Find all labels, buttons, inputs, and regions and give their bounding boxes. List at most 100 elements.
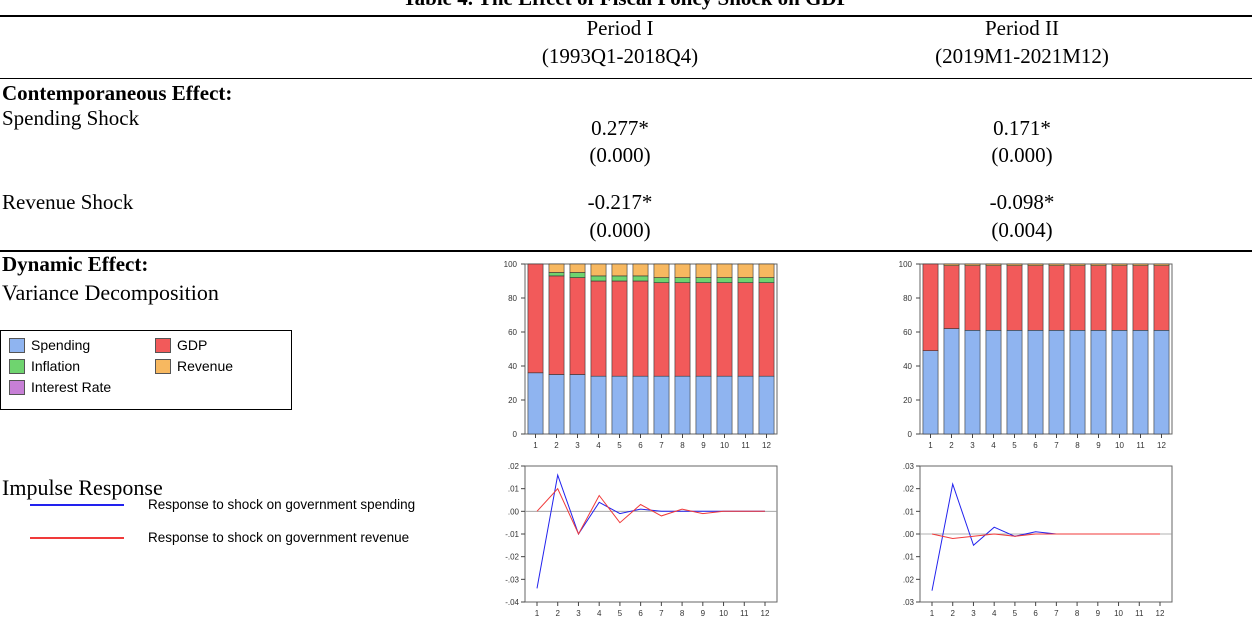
contemporaneous-heading: Contemporaneous Effect:: [2, 81, 233, 105]
bar-segment-gdp: [653, 282, 670, 377]
x-tick-label: 7: [1054, 609, 1059, 618]
bar-segment-spending: [716, 375, 733, 435]
x-tick-label: 2: [949, 441, 954, 450]
bar-segment-spending: [1027, 330, 1044, 435]
bar-segment-spending: [1132, 330, 1149, 435]
y-tick-label: .01: [508, 485, 520, 494]
plot-frame: [524, 263, 778, 435]
x-tick-label: 12: [762, 441, 771, 450]
ir-chart-period2: .03.02.01.00.01.02.031 2 3 4 5 6 7 8 9 10 11 12: [903, 462, 1173, 618]
ir-legend-label-revenue: Response to shock on government revenue: [148, 530, 410, 545]
bar-segment-revenue: [716, 263, 733, 278]
bar-segment-spending: [569, 374, 586, 435]
ir-legend-spending: Response to shock on government spending: [30, 497, 415, 512]
y-tick-label: -.01: [505, 530, 519, 539]
p2-revenue-coef: -0.098*: [989, 190, 1055, 214]
line-spending-response: [536, 473, 765, 589]
p1-revenue-pvalue: (0.000): [589, 218, 651, 242]
bar-segment-gdp: [716, 282, 733, 377]
legend-label-inflation: Inflation: [31, 358, 81, 374]
legend-label-spending: Spending: [31, 337, 91, 353]
bar-segment-revenue: [611, 263, 628, 277]
ir-legend-line-spending: [30, 503, 124, 506]
spending-shock-label: Spending Shock: [2, 106, 140, 130]
bar-segment-gdp: [527, 263, 544, 374]
y-tick-label: .03: [903, 598, 915, 607]
x-tick-label: 1: [930, 609, 935, 618]
bar-segment-spending: [1153, 330, 1170, 435]
bar-segment-revenue: [964, 263, 981, 266]
x-tick-label: 8: [680, 609, 685, 618]
x-tick-label: 5: [1013, 609, 1018, 618]
bar-segment-inflation: [611, 275, 628, 282]
x-tick-label: 10: [720, 441, 729, 450]
legend-item-interest-rate: Interest Rate: [9, 379, 111, 395]
dynamic-heading: Dynamic Effect:: [2, 252, 149, 276]
bar-segment-spending: [632, 375, 649, 435]
bar-segment-gdp: [758, 282, 775, 377]
bar-segment-inflation: [674, 277, 691, 284]
x-tick-label: 6: [1033, 609, 1038, 618]
bar-segment-revenue: [674, 263, 691, 278]
bar-segment-revenue: [985, 263, 1002, 266]
x-tick-label: 7: [659, 609, 664, 618]
bar-segment-spending: [1111, 330, 1128, 435]
legend-item-revenue: Revenue: [155, 358, 233, 374]
bar-segment-revenue: [943, 263, 960, 266]
period1-range: (1993Q1-2018Q4): [541, 44, 699, 68]
x-tick-label: 12: [761, 609, 770, 618]
x-tick-label: 10: [1114, 609, 1123, 618]
bar-segment-gdp: [985, 265, 1002, 331]
p1-revenue-coef: -0.217*: [587, 190, 653, 214]
p2-spending-coef: 0.171*: [993, 116, 1051, 140]
header-rule: [0, 78, 1252, 79]
x-tick-label: 11: [1135, 609, 1144, 618]
bar-segment-revenue: [653, 263, 670, 278]
y-tick-label: 80: [903, 294, 912, 303]
y-tick-label: 0: [513, 430, 518, 439]
bar-segment-revenue: [569, 263, 586, 273]
ir-label: Impulse Response: [2, 475, 163, 500]
top-rule: [0, 15, 1252, 17]
ir-legend-revenue: Response to shock on government revenue: [30, 530, 409, 545]
legend-label-interest-rate: Interest Rate: [31, 379, 112, 395]
bar-segment-spending: [1090, 330, 1107, 435]
y-tick-label: .02: [903, 485, 915, 494]
x-tick-label: 11: [740, 609, 749, 618]
bar-segment-spending: [590, 375, 607, 435]
bar-segment-spending: [985, 330, 1002, 435]
bar-segment-gdp: [737, 282, 754, 377]
y-tick-label: -.04: [505, 598, 519, 607]
x-tick-label: 6: [638, 441, 643, 450]
bar-segment-gdp: [1027, 265, 1044, 331]
y-tick-label: .02: [508, 462, 520, 471]
bar-segment-spending: [943, 328, 960, 435]
y-tick-label: .01: [903, 507, 915, 516]
bar-segment-gdp: [590, 280, 607, 377]
x-tick-label: 3: [576, 609, 581, 618]
section-rule: [0, 250, 1252, 252]
revenue-shock-label: Revenue Shock: [2, 190, 134, 214]
x-tick-label: 3: [971, 609, 976, 618]
legend-item-spending: Spending: [9, 337, 90, 353]
x-tick-label: 7: [1054, 441, 1059, 450]
x-tick-label: 9: [701, 609, 706, 618]
bar-segment-gdp: [943, 265, 960, 329]
x-tick-label: 9: [701, 441, 706, 450]
bar-segment-revenue: [590, 263, 607, 277]
bar-segment-spending: [653, 375, 670, 435]
bar-segment-spending: [1048, 330, 1065, 435]
x-tick-label: 11: [1136, 441, 1145, 450]
legend-label-gdp: GDP: [177, 337, 208, 353]
x-tick-label: 10: [719, 609, 728, 618]
bar-segment-inflation: [758, 277, 775, 284]
bar-segment-spending: [758, 375, 775, 435]
x-tick-label: 8: [1075, 609, 1080, 618]
legend-swatch-gdp: [155, 337, 171, 353]
bar-segment-revenue: [1111, 263, 1128, 266]
bar-segment-revenue: [1153, 263, 1170, 266]
ir-chart-period1: .02.01.00-.01-.02-.03-.041 2 3 4 5 6 7 8 9 10 11 12: [505, 462, 778, 618]
bar-segment-revenue: [1048, 263, 1065, 266]
y-tick-label: 100: [504, 260, 518, 269]
